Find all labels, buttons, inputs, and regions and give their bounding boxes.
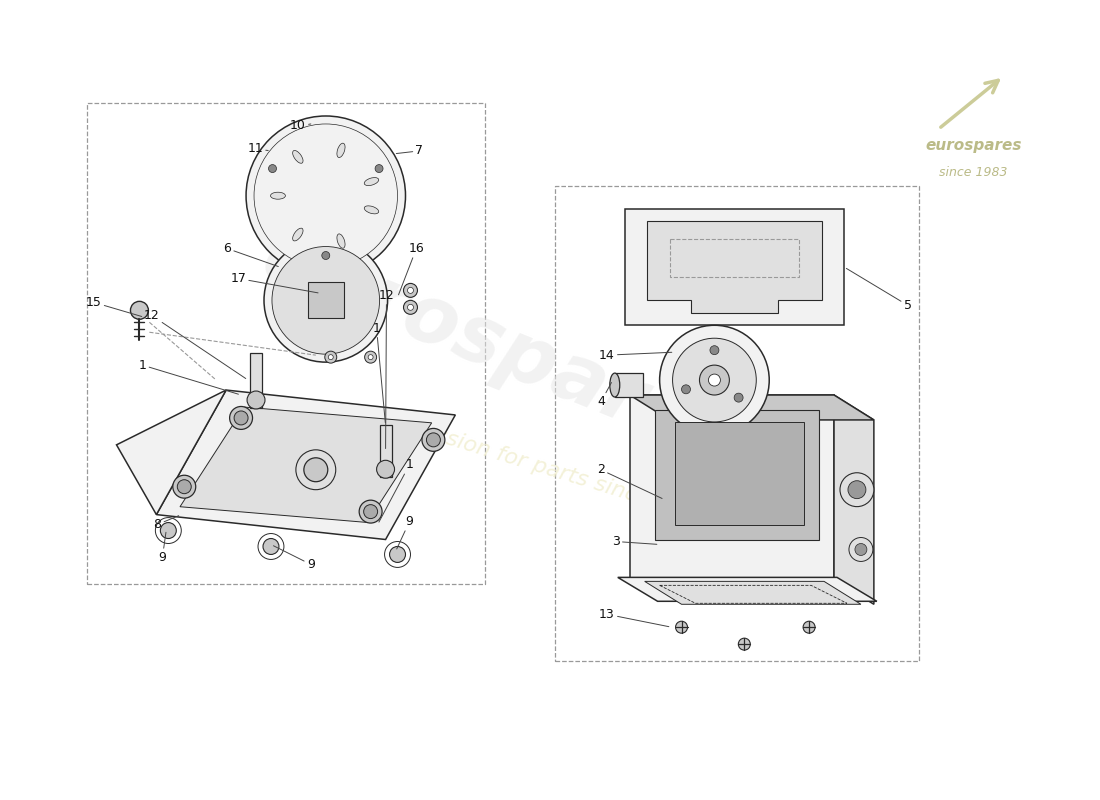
Text: 7: 7: [396, 144, 424, 158]
Circle shape: [738, 638, 750, 650]
Text: eurospares: eurospares: [250, 218, 751, 482]
Ellipse shape: [293, 228, 304, 241]
Circle shape: [849, 538, 873, 562]
Text: 12: 12: [144, 309, 245, 378]
Circle shape: [660, 326, 769, 435]
Ellipse shape: [364, 206, 378, 214]
Text: 6: 6: [223, 242, 278, 266]
Polygon shape: [156, 390, 455, 539]
Ellipse shape: [271, 192, 285, 199]
Circle shape: [230, 406, 253, 430]
Circle shape: [268, 165, 276, 173]
Polygon shape: [629, 395, 873, 420]
Text: 3: 3: [612, 535, 657, 548]
Circle shape: [404, 300, 418, 314]
Text: since 1983: since 1983: [939, 166, 1008, 179]
Text: 1: 1: [378, 458, 414, 522]
Circle shape: [389, 546, 406, 562]
Text: 8: 8: [153, 516, 178, 531]
Circle shape: [708, 374, 720, 386]
Text: 1: 1: [373, 322, 385, 422]
Circle shape: [700, 365, 729, 395]
Circle shape: [368, 354, 373, 360]
Text: 4: 4: [597, 382, 612, 409]
Polygon shape: [645, 582, 861, 604]
Polygon shape: [618, 578, 877, 602]
Circle shape: [840, 473, 873, 506]
Circle shape: [855, 543, 867, 555]
Polygon shape: [629, 395, 834, 579]
Text: 1: 1: [139, 358, 239, 394]
Circle shape: [682, 385, 691, 394]
Circle shape: [173, 475, 196, 498]
Ellipse shape: [364, 178, 378, 186]
Circle shape: [234, 411, 249, 425]
Circle shape: [328, 354, 333, 360]
Text: eurospares: eurospares: [925, 138, 1022, 154]
Circle shape: [263, 538, 279, 554]
Text: 16: 16: [398, 242, 425, 294]
Text: a passion for parts since 1983: a passion for parts since 1983: [386, 411, 714, 529]
Text: 9: 9: [274, 546, 315, 571]
Polygon shape: [834, 395, 873, 604]
Circle shape: [422, 429, 444, 451]
Text: 10: 10: [290, 119, 311, 133]
Circle shape: [324, 351, 337, 363]
Text: 12: 12: [378, 289, 394, 449]
Polygon shape: [615, 373, 642, 397]
Ellipse shape: [609, 373, 619, 397]
Ellipse shape: [337, 143, 345, 158]
Text: 17: 17: [230, 272, 318, 293]
Circle shape: [803, 622, 815, 633]
Circle shape: [131, 302, 149, 319]
FancyArrowPatch shape: [940, 80, 999, 127]
Polygon shape: [674, 422, 804, 525]
Polygon shape: [250, 353, 262, 408]
Circle shape: [675, 622, 688, 633]
Circle shape: [304, 458, 328, 482]
Text: 13: 13: [600, 608, 669, 626]
Circle shape: [360, 500, 382, 523]
Circle shape: [272, 246, 379, 354]
Circle shape: [848, 481, 866, 498]
Text: 2: 2: [597, 463, 662, 498]
Circle shape: [710, 346, 719, 354]
Circle shape: [375, 165, 383, 173]
Text: 11: 11: [248, 142, 268, 155]
Circle shape: [407, 304, 414, 310]
Circle shape: [264, 238, 387, 362]
Circle shape: [296, 450, 336, 490]
Polygon shape: [647, 221, 822, 314]
Text: 9: 9: [158, 532, 166, 564]
Circle shape: [364, 351, 376, 363]
Circle shape: [427, 433, 440, 447]
Circle shape: [407, 287, 414, 294]
Polygon shape: [654, 410, 820, 539]
Text: 14: 14: [600, 349, 672, 362]
Circle shape: [672, 338, 757, 422]
Circle shape: [322, 251, 330, 259]
Circle shape: [177, 480, 191, 494]
Circle shape: [404, 283, 418, 298]
Circle shape: [254, 124, 397, 267]
Circle shape: [376, 460, 395, 478]
Circle shape: [161, 522, 176, 538]
Circle shape: [246, 116, 406, 275]
Polygon shape: [379, 426, 392, 478]
Ellipse shape: [337, 234, 345, 248]
Polygon shape: [308, 282, 343, 318]
Text: 9: 9: [397, 515, 414, 549]
Circle shape: [364, 505, 377, 518]
Circle shape: [734, 393, 744, 402]
Polygon shape: [180, 407, 431, 522]
Ellipse shape: [293, 150, 304, 163]
Polygon shape: [117, 390, 227, 514]
Polygon shape: [625, 209, 844, 326]
Circle shape: [248, 391, 265, 409]
Text: 5: 5: [846, 268, 912, 312]
Text: 15: 15: [86, 296, 142, 317]
